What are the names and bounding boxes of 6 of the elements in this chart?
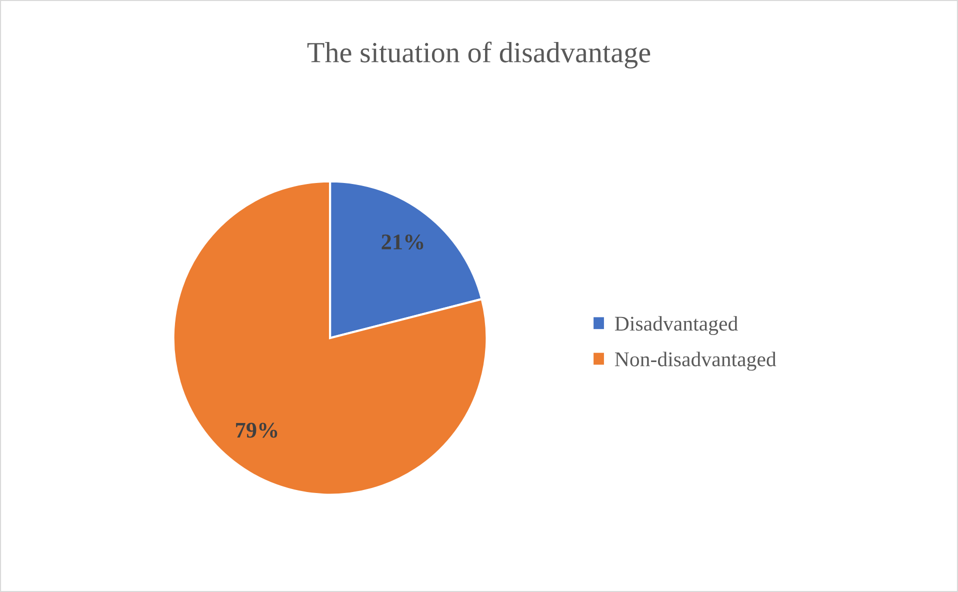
legend-label: Disadvantaged xyxy=(614,316,738,336)
chart-title: The situation of disadvantage xyxy=(307,42,650,68)
data-label: 21% xyxy=(382,234,424,250)
legend-label: Non-disadvantaged xyxy=(614,352,776,371)
data-label: 79% xyxy=(236,422,278,438)
pie-slice xyxy=(172,180,488,496)
